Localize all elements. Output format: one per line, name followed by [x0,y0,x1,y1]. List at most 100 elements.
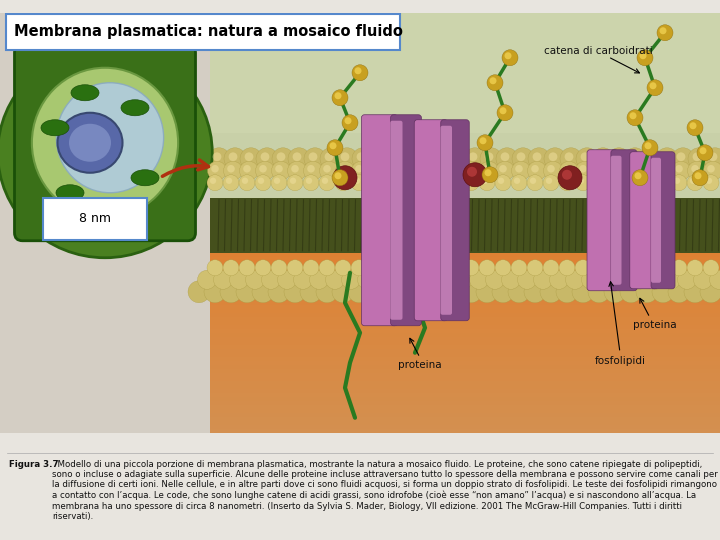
Circle shape [464,148,486,170]
Circle shape [559,260,575,276]
Circle shape [351,260,367,276]
Circle shape [354,68,361,74]
Circle shape [400,148,422,170]
FancyBboxPatch shape [14,45,196,241]
Circle shape [420,152,429,161]
Circle shape [639,161,659,180]
Circle shape [544,148,566,170]
Circle shape [662,270,680,289]
Circle shape [534,270,552,289]
FancyBboxPatch shape [414,120,448,321]
Bar [210,417,720,421]
Circle shape [287,175,303,191]
Circle shape [400,161,418,180]
Circle shape [511,175,527,191]
Circle shape [403,165,411,173]
Circle shape [591,260,607,276]
Circle shape [188,281,210,303]
Circle shape [490,77,497,84]
Circle shape [688,148,710,170]
Circle shape [467,165,474,173]
Circle shape [576,148,598,170]
Bar [210,397,720,401]
Circle shape [592,148,614,170]
Circle shape [284,281,306,303]
Bar [210,364,720,369]
Circle shape [607,175,623,191]
Circle shape [629,152,637,161]
Circle shape [339,165,347,173]
Bar [210,293,720,297]
Circle shape [549,270,569,289]
Circle shape [644,142,652,149]
Bar [210,373,720,377]
Bar [210,13,720,133]
Circle shape [433,178,440,184]
Circle shape [319,260,335,276]
Circle shape [240,148,262,170]
Circle shape [211,165,219,173]
Circle shape [236,281,258,303]
Circle shape [495,260,511,276]
Circle shape [693,270,713,289]
Circle shape [543,175,559,191]
Circle shape [691,165,699,173]
Circle shape [256,148,278,170]
Circle shape [668,281,690,303]
Circle shape [512,148,534,170]
Circle shape [287,161,307,180]
Ellipse shape [71,85,99,101]
Circle shape [352,148,374,170]
Circle shape [692,170,708,186]
Circle shape [700,147,706,154]
Text: Modello di una piccola porzione di membrana plasmatica, mostrante la natura a mo: Modello di una piccola porzione di membr… [52,460,718,521]
Circle shape [258,178,264,184]
Circle shape [450,178,456,184]
Circle shape [634,172,642,179]
FancyBboxPatch shape [391,115,421,326]
Circle shape [577,178,584,184]
Circle shape [335,172,341,179]
Circle shape [214,270,233,289]
Bar [210,384,720,389]
Circle shape [639,175,655,191]
Circle shape [528,161,546,180]
Circle shape [463,260,479,276]
Circle shape [620,281,642,303]
Circle shape [228,165,235,173]
Circle shape [415,175,431,191]
Circle shape [223,260,239,276]
Circle shape [453,152,462,161]
Circle shape [337,170,347,180]
Bar [210,429,720,433]
Circle shape [431,161,451,180]
FancyBboxPatch shape [630,152,658,289]
Circle shape [341,270,361,289]
Circle shape [415,161,434,180]
Circle shape [560,148,582,170]
Circle shape [632,170,648,186]
Bar [210,341,720,345]
Circle shape [438,270,456,289]
Bar [210,361,720,365]
Circle shape [498,178,504,184]
Bar [210,233,720,237]
Circle shape [604,281,626,303]
FancyBboxPatch shape [651,158,661,283]
Circle shape [351,161,371,180]
Circle shape [304,148,326,170]
Circle shape [594,178,600,184]
Circle shape [230,270,248,289]
Circle shape [562,170,572,180]
Bar [210,309,720,313]
Circle shape [245,152,253,161]
Circle shape [479,260,495,276]
Bar [210,237,720,241]
Circle shape [547,165,555,173]
Circle shape [546,178,552,184]
Circle shape [647,80,663,96]
Circle shape [658,178,665,184]
Circle shape [344,117,351,124]
Circle shape [511,260,527,276]
Circle shape [508,281,530,303]
